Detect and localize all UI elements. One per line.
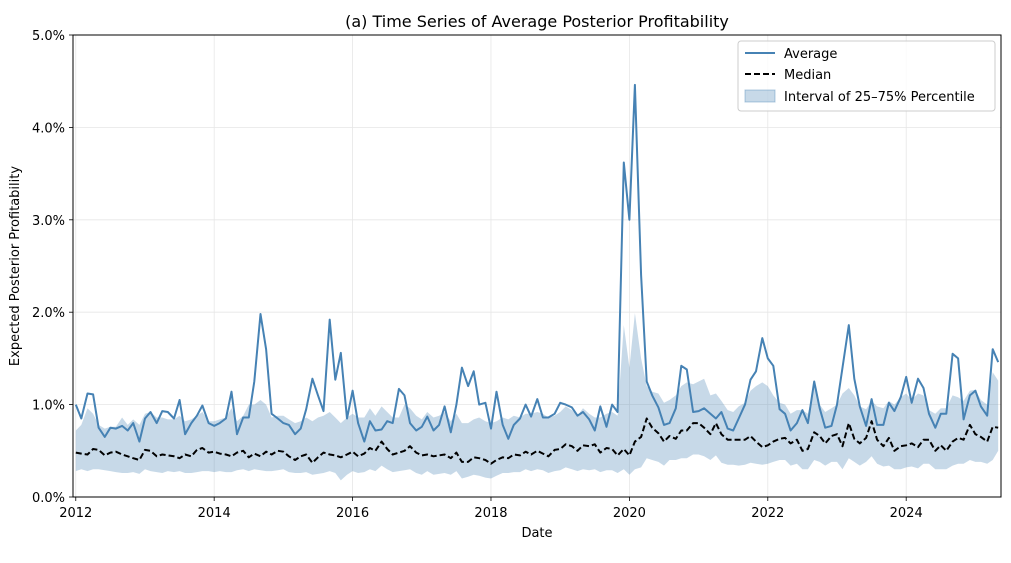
x-tick-label-2022: 2022 [751,506,784,521]
legend-median-label: Median [784,68,831,83]
legend: Average Median Interval of 25–75% Percen… [737,40,996,112]
x-tick-label-2018: 2018 [474,506,507,521]
legend-average-label: Average [784,47,837,62]
y-tick-label-5: 5.0% [32,29,65,44]
legend-band-swatch [744,89,776,103]
y-axis: 0.0% 1.0% 2.0% 3.0% 4.0% 5.0% [32,29,73,506]
chart-title: (a) Time Series of Average Posterior Pro… [345,12,729,31]
legend-band-label: Interval of 25–75% Percentile [784,90,975,105]
percentile-band [75,313,999,481]
x-tick-label-2014: 2014 [198,506,231,521]
x-tick-label-2012: 2012 [59,506,92,521]
series-line-average [74,83,1000,443]
x-tick-label-2016: 2016 [336,506,369,521]
y-tick-label-4: 4.0% [32,121,65,136]
y-axis-title: Expected Posterior Profitability [8,166,23,366]
series-line-median [75,417,999,465]
y-tick-label-2: 2.0% [32,306,65,321]
y-tick-label-1: 1.0% [32,399,65,414]
percentile-band-layer [75,313,999,481]
plot-frame [72,34,1002,498]
x-axis-title: Date [521,526,552,541]
y-tick-label-3: 3.0% [32,214,65,229]
x-axis: 2012 2014 2016 2018 2020 2022 2024 [59,497,923,521]
x-tick-label-2024: 2024 [890,506,923,521]
y-tick-label-0: 0.0% [32,491,65,506]
x-tick-label-2020: 2020 [613,506,646,521]
legend-frame [737,40,996,112]
series-layer [74,83,1000,465]
